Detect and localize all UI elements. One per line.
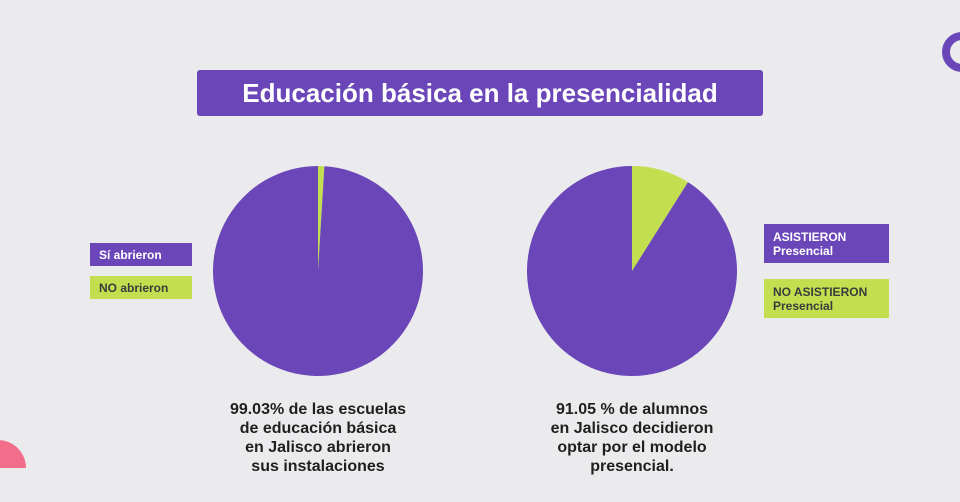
pie-slice-minor <box>632 166 688 271</box>
caption-line: en Jalisco decidieron <box>550 420 714 437</box>
legend-label: ASISTIERON <box>773 229 847 244</box>
legend-item-asistieron: ASISTIERON Presencial <box>764 224 889 263</box>
legend-label: Presencial <box>773 243 834 258</box>
caption-line: en Jalisco abrieron <box>245 439 391 456</box>
caption-line: optar por el modelo <box>557 439 707 456</box>
legend-label: Presencial <box>773 298 834 313</box>
caption-line: 91.05 % de alumnos <box>555 401 709 418</box>
legend-item-no-abrieron: NO abrieron <box>90 276 192 299</box>
decorative-half-circle <box>0 440 26 468</box>
caption-line: presencial. <box>590 458 674 475</box>
caption-students: 91.05 % de alumnos en Jalisco decidieron… <box>502 400 762 476</box>
pie-slice-major <box>213 166 423 376</box>
caption-line: 99.03% de las escuelas <box>229 401 407 418</box>
page-title: Educación básica en la presencialidad <box>197 70 763 116</box>
legend-item-no-asistieron: NO ASISTIERON Presencial <box>764 279 889 318</box>
legend-item-si-abrieron: Sí abrieron <box>90 243 192 266</box>
caption-line: de educación básica <box>239 420 397 437</box>
caption-schools: 99.03% de las escuelas de educación bási… <box>188 400 448 476</box>
pie-chart-students <box>527 166 737 376</box>
pie-chart-schools <box>213 166 423 376</box>
pie-slice-major <box>527 166 737 376</box>
caption-line: sus instalaciones <box>251 458 385 475</box>
legend-label: NO ASISTIERON <box>773 284 868 299</box>
pie-slice-minor <box>318 166 325 271</box>
legend-label: Sí abrieron <box>99 247 162 262</box>
decorative-ring <box>942 32 960 72</box>
legend-label: NO abrieron <box>99 280 169 295</box>
